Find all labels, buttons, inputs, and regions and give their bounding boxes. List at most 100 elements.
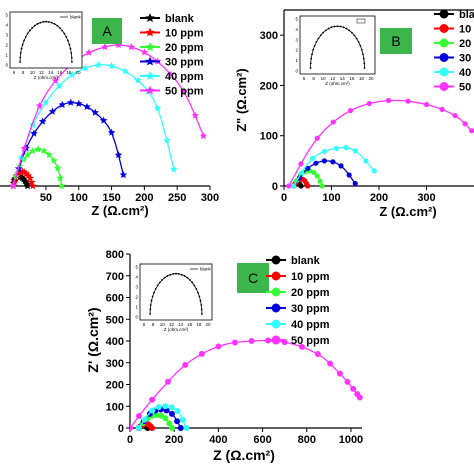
- y-tick-label: 0: [272, 181, 278, 193]
- data-point: [26, 174, 34, 182]
- inset-point: [312, 48, 315, 51]
- inset-point: [198, 295, 201, 298]
- data-point: [423, 101, 430, 108]
- y-tick-label: 600: [106, 293, 124, 305]
- inset-point: [330, 26, 333, 29]
- inset-legend-label: blank: [200, 267, 212, 272]
- data-point: [135, 413, 142, 420]
- inset-x-tick: 8: [22, 70, 25, 75]
- inset-x-tick: 6: [13, 70, 16, 75]
- data-point: [182, 361, 189, 368]
- data-point: [149, 396, 156, 403]
- inset-y-tick: 0: [135, 315, 138, 320]
- panel-badge-label: A: [102, 23, 112, 39]
- data-point: [330, 159, 336, 165]
- y-tick-label: 100: [106, 401, 124, 413]
- inset-point: [200, 308, 203, 311]
- legend-label: 20 ppm: [291, 287, 330, 299]
- inset-point: [71, 61, 73, 63]
- data-point: [94, 60, 103, 69]
- inset-point: [310, 57, 313, 60]
- data-point: [140, 48, 149, 56]
- legend-label: blank: [291, 255, 321, 267]
- legend-label: 30 ppm: [291, 303, 330, 315]
- inset-point: [336, 25, 339, 28]
- data-point: [336, 370, 343, 377]
- inset-point: [42, 21, 44, 23]
- panel-c: 0 200 400 600 800 100001002003004005006007008…: [85, 249, 363, 463]
- inset-point: [180, 273, 183, 276]
- x-axis-label: Z (Ω.cm²): [213, 447, 275, 463]
- inset-x-tick: 14: [48, 70, 54, 75]
- panel-badge-label: C: [248, 270, 258, 286]
- series-line-50-ppm: [130, 339, 361, 429]
- data-point: [321, 148, 327, 155]
- data-point: [462, 121, 468, 127]
- data-point: [314, 135, 320, 141]
- inset-point: [149, 304, 152, 306]
- inset-frame: [299, 15, 376, 75]
- inset-x-tick: 14: [178, 322, 184, 327]
- inset-point: [188, 278, 191, 281]
- inset-y-tick: 0: [295, 69, 298, 74]
- data-point: [356, 394, 363, 401]
- inset-point: [342, 26, 345, 29]
- inset-point: [362, 53, 364, 56]
- inset-point: [24, 35, 27, 38]
- inset-point: [36, 23, 39, 25]
- x-tick-label: 600: [253, 434, 271, 446]
- inset-point: [309, 62, 312, 65]
- inset-point: [353, 34, 356, 37]
- data-point: [314, 173, 320, 179]
- inset-point: [19, 61, 21, 63]
- inset-point: [197, 291, 199, 294]
- x-tick-label: 400: [209, 434, 227, 446]
- y-axis-label: Z' (Ω.cm²): [85, 307, 101, 372]
- inset-point: [151, 295, 154, 298]
- data-point: [174, 408, 181, 415]
- inset-point: [56, 24, 59, 27]
- data-point: [164, 378, 171, 385]
- data-point: [298, 161, 304, 167]
- inset-y-tick: 3: [5, 33, 8, 38]
- legend-marker: [439, 38, 449, 48]
- x-tick-label: 300: [201, 192, 219, 204]
- data-point: [23, 150, 32, 159]
- inset-point: [333, 25, 336, 28]
- data-point: [309, 155, 316, 161]
- inset-x-tick: 20: [205, 322, 211, 327]
- inset-point: [156, 284, 159, 287]
- x-tick-label: 100: [322, 192, 340, 204]
- data-point: [319, 183, 325, 189]
- data-point: [155, 404, 162, 411]
- inset-point: [317, 37, 320, 40]
- inset-point: [362, 57, 365, 60]
- inset-point: [175, 272, 177, 275]
- inset-point: [357, 41, 360, 43]
- inset-legend-label: blank: [70, 15, 82, 20]
- panel-badge: [237, 263, 269, 293]
- data-point: [51, 76, 60, 84]
- data-point: [439, 106, 445, 112]
- data-point: [85, 48, 93, 56]
- y-tick-label: 300: [106, 358, 124, 370]
- inset-x-tick: 12: [169, 322, 175, 327]
- data-point: [153, 104, 162, 112]
- inset-point: [178, 273, 180, 275]
- inset-point: [65, 35, 68, 38]
- legend-label: 50 ppm: [459, 82, 474, 94]
- legend-marker: [439, 9, 449, 19]
- legend-label: blank: [459, 9, 474, 21]
- data-point: [9, 182, 17, 190]
- inset-x-tick: 20: [368, 76, 374, 81]
- legend-marker: [271, 287, 281, 297]
- legend-marker: [271, 335, 281, 345]
- inset-point: [201, 313, 203, 315]
- data-point: [177, 425, 184, 431]
- legend-marker: [145, 85, 155, 95]
- legend: blank 10 ppm 20 ppm 30 ppm 40 ppm 50 ppm: [266, 255, 330, 347]
- data-point: [83, 102, 91, 110]
- legend-marker: [439, 67, 449, 77]
- legend-label: 40 ppm: [459, 67, 474, 79]
